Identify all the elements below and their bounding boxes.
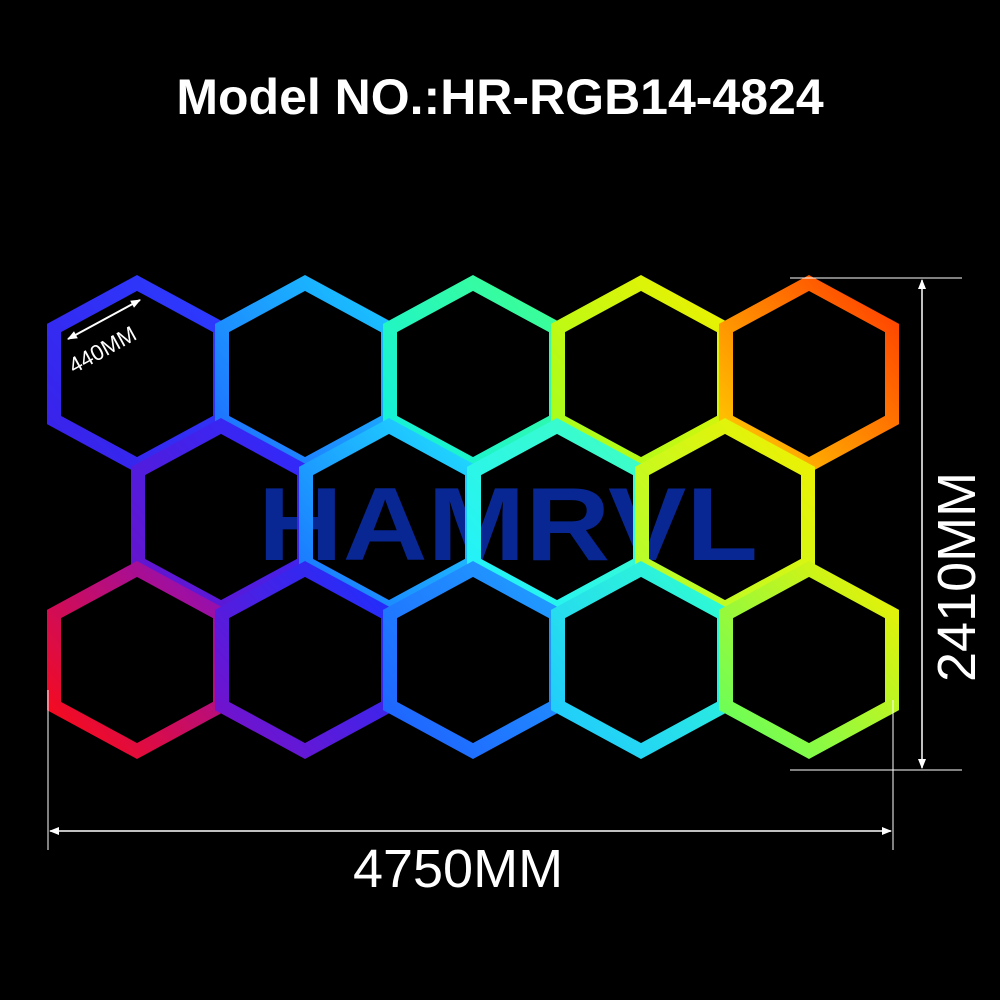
- width-dimension: [47, 690, 894, 850]
- hexagon-grid: [47, 275, 899, 759]
- hexagon-light-panel: [47, 561, 227, 759]
- side-dimension-arrow: [67, 299, 141, 340]
- hexagon-light-panel: [551, 561, 731, 759]
- width-dimension-label: 4750MM: [353, 839, 563, 899]
- hexagon-light-panel: [215, 561, 395, 759]
- height-dimension: [790, 277, 962, 771]
- model-title: Model NO.:HR-RGB14-4824: [176, 69, 824, 125]
- side-dimension-label: 440MM: [64, 321, 140, 378]
- hexagon-light-panel: [719, 561, 899, 759]
- hexagon-light-panel: [383, 561, 563, 759]
- height-dimension-label: 2410MM: [927, 472, 987, 682]
- watermark-logo: HAMRVL: [258, 467, 758, 583]
